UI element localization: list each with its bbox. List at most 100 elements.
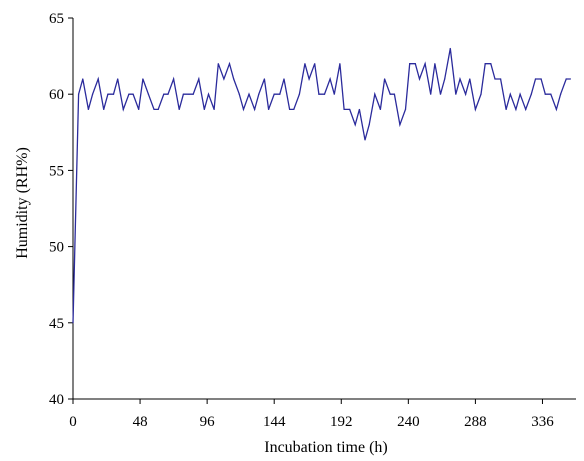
data-point [254, 108, 256, 111]
data-point [490, 63, 492, 65]
data-point [569, 78, 572, 80]
data-point [242, 108, 245, 111]
data-point [364, 139, 366, 141]
data-point [449, 47, 451, 50]
data-point [459, 78, 461, 80]
data-point [434, 63, 436, 65]
data-point [343, 108, 345, 111]
data-point [248, 93, 250, 95]
data-point [314, 63, 316, 65]
data-point [87, 108, 89, 111]
data-point [97, 78, 99, 80]
data-point [399, 124, 401, 126]
data-point [157, 108, 159, 111]
data-point [268, 108, 270, 111]
y-tick-label: 65 [49, 11, 64, 27]
x-tick-label: 0 [69, 414, 77, 430]
data-point [499, 78, 502, 80]
data-point [279, 93, 281, 95]
data-point [494, 78, 496, 80]
data-point [469, 78, 471, 80]
data-point [509, 93, 511, 95]
data-point [288, 108, 291, 111]
data-point [329, 78, 331, 80]
data-point [455, 93, 457, 95]
data-point [323, 93, 326, 95]
data-point [389, 93, 391, 95]
data-point [550, 93, 552, 95]
data-point [142, 78, 144, 80]
x-tick-label: 288 [464, 414, 487, 430]
data-point [217, 63, 219, 65]
data-point [534, 78, 537, 80]
x-tick-label: 48 [133, 414, 148, 430]
x-axis: 0 48 96 144 192 240 288 336 [69, 398, 576, 430]
data-point [304, 63, 306, 65]
data-point [560, 93, 562, 95]
data-point [72, 322, 74, 324]
data-point [318, 93, 320, 95]
data-point [544, 93, 546, 95]
data-point [117, 78, 119, 80]
y-tick-label: 50 [49, 240, 64, 256]
data-point [368, 124, 370, 126]
data-point [409, 63, 411, 65]
data-point [393, 93, 395, 95]
x-tick-label: 96 [200, 414, 216, 430]
data-point [374, 93, 376, 95]
data-point [203, 108, 205, 111]
x-tick-label: 144 [263, 414, 286, 430]
data-point [233, 78, 235, 80]
data-point [424, 63, 426, 65]
data-point [103, 108, 105, 111]
data-point [213, 108, 215, 111]
data-point [198, 78, 200, 80]
y-tick-label: 60 [49, 87, 64, 103]
data-point [358, 108, 361, 111]
data-point [480, 93, 482, 95]
data-point [167, 93, 169, 95]
x-tick-label: 336 [531, 414, 554, 430]
data-point [138, 108, 140, 111]
data-point [178, 108, 180, 111]
data-point [273, 93, 275, 95]
series-line [72, 48, 571, 323]
data-point [484, 63, 486, 65]
data-point [565, 78, 567, 80]
data-point [465, 93, 467, 95]
y-axis: 40 45 50 55 60 65 [49, 11, 74, 408]
data-point [339, 63, 341, 65]
data-point [77, 93, 80, 95]
data-point [91, 93, 94, 95]
data-point [439, 93, 442, 95]
data-point [379, 108, 381, 111]
x-tick-label: 240 [397, 414, 420, 430]
data-point [515, 108, 517, 111]
data-point [122, 108, 124, 111]
data-point [530, 93, 532, 95]
data-point [163, 93, 165, 95]
data-point [228, 63, 231, 65]
data-point [525, 108, 527, 111]
data-point [238, 93, 240, 95]
data-point [147, 93, 150, 95]
data-point [418, 78, 421, 80]
data-point [349, 108, 351, 111]
y-tick-label: 40 [49, 392, 64, 408]
data-point [258, 93, 260, 95]
data-point [404, 108, 407, 111]
data-point [308, 78, 310, 80]
y-tick-label: 55 [49, 163, 64, 179]
data-point [430, 93, 432, 95]
data-point [474, 108, 476, 111]
data-point [333, 93, 335, 95]
data-point [188, 93, 190, 95]
data-point [519, 93, 521, 95]
data-point [107, 93, 109, 95]
data-point [153, 108, 155, 111]
data-point [540, 78, 542, 80]
y-axis-label: Humidity (RH%) [14, 147, 31, 259]
data-point [173, 78, 175, 80]
data-point [444, 78, 446, 80]
